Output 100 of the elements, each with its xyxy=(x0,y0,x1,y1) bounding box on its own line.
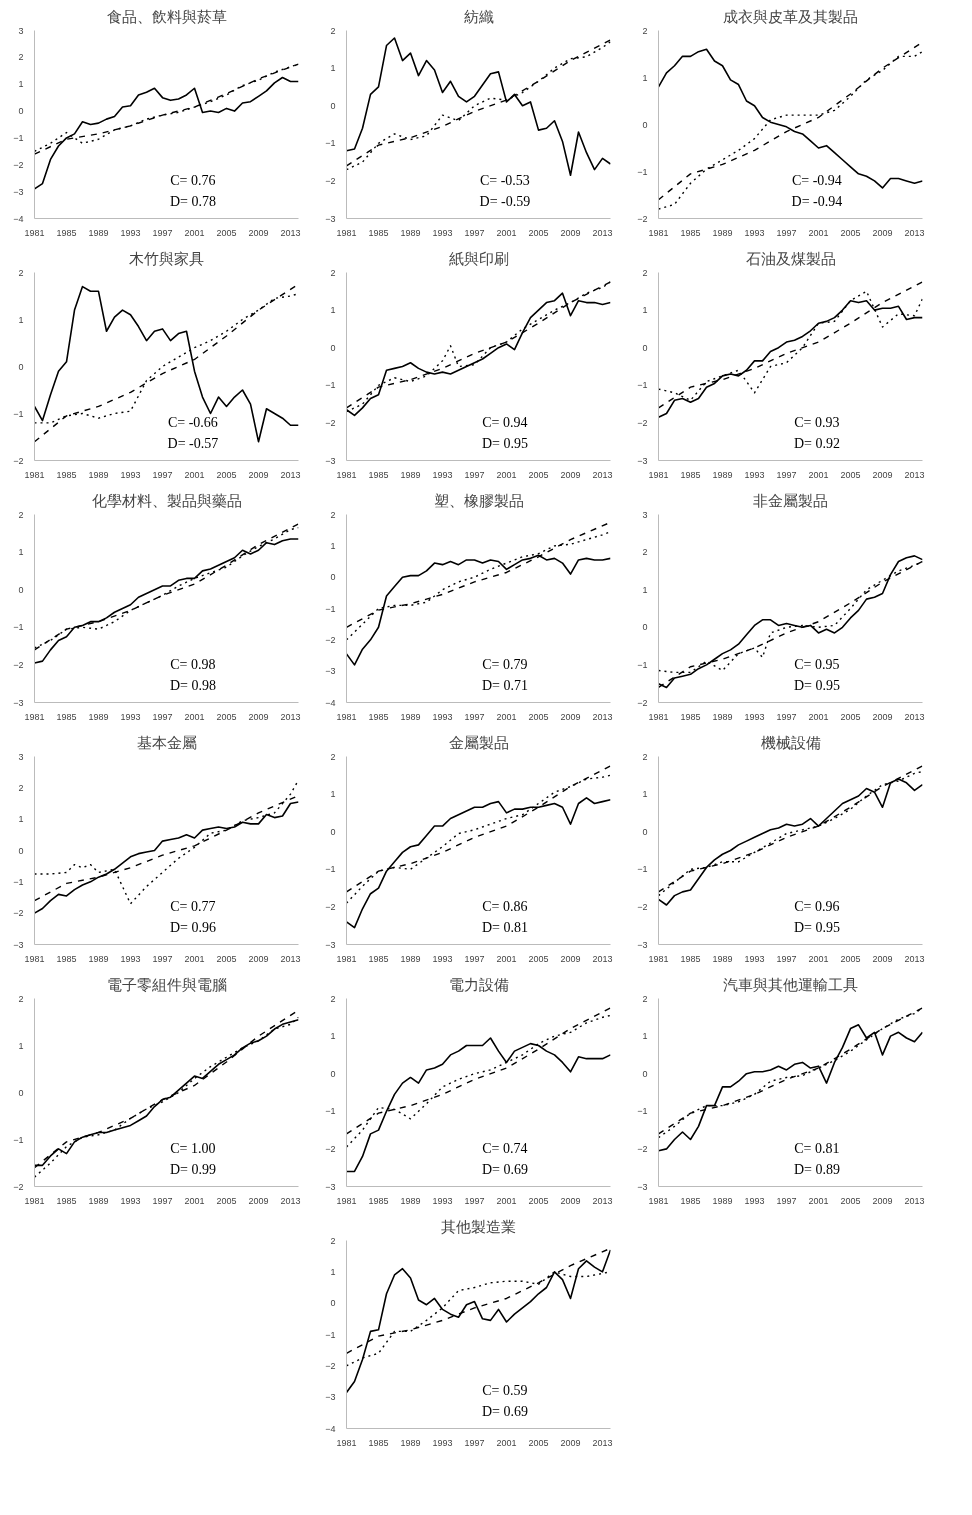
annotation: C= 1.00 xyxy=(170,1141,216,1157)
y-tick-label: −2 xyxy=(325,1360,336,1371)
annotation: C= 0.96 xyxy=(794,899,840,915)
y-tick-label: 0 xyxy=(642,826,648,837)
y-tick-label: 1 xyxy=(18,1040,24,1051)
x-tick-label: 1997 xyxy=(152,711,173,722)
annotation: D= 0.95 xyxy=(793,678,840,694)
y-tick-label: 0 xyxy=(18,106,24,117)
x-tick-label: 1997 xyxy=(464,1195,485,1206)
y-tick-label: −3 xyxy=(13,697,24,708)
y-tick-label: −1 xyxy=(325,603,336,614)
annotation: D= -0.94 xyxy=(791,194,843,210)
x-tick-label: 1997 xyxy=(776,469,797,480)
y-tick-label: 0 xyxy=(642,119,648,130)
annotation: C= -0.53 xyxy=(479,173,530,189)
x-tick-label: 1989 xyxy=(712,227,733,238)
x-tick-label: 1997 xyxy=(152,1195,173,1206)
x-tick-label: 1985 xyxy=(56,711,77,722)
x-tick-label: 1997 xyxy=(776,227,797,238)
x-tick-label: 2005 xyxy=(216,711,237,722)
x-tick-label: 1997 xyxy=(464,1437,485,1448)
y-tick-label: −3 xyxy=(13,939,24,950)
x-tick-label: 1989 xyxy=(88,711,109,722)
x-tick-label: 2009 xyxy=(872,711,893,722)
y-tick-label: 2 xyxy=(18,993,24,1004)
annotation: D= -0.59 xyxy=(479,194,531,210)
x-tick-label: 2005 xyxy=(840,711,861,722)
x-tick-label: 2009 xyxy=(560,469,581,480)
chart-title: 非金屬製品 xyxy=(753,491,828,510)
x-tick-label: 1993 xyxy=(120,953,141,964)
annotation: C= 0.59 xyxy=(482,1383,528,1399)
y-tick-label: −1 xyxy=(325,864,336,875)
y-tick-label: 0 xyxy=(642,622,648,633)
x-tick-label: 1997 xyxy=(776,953,797,964)
x-tick-label: 2005 xyxy=(528,469,549,480)
y-tick-label: 0 xyxy=(18,584,24,595)
x-tick-label: 2001 xyxy=(808,953,829,964)
x-tick-label: 2001 xyxy=(496,1437,517,1448)
chart-title: 汽車與其他運輸工具 xyxy=(723,975,858,994)
x-tick-label: 2013 xyxy=(592,469,613,480)
x-tick-label: 1997 xyxy=(464,469,485,480)
x-tick-label: 2001 xyxy=(184,711,205,722)
y-tick-label: −1 xyxy=(13,408,24,419)
y-tick-label: 1 xyxy=(330,540,336,551)
x-tick-label: 2005 xyxy=(528,1437,549,1448)
annotation: C= 0.86 xyxy=(482,899,528,915)
annotation: C= 0.76 xyxy=(170,173,216,189)
x-tick-label: 2013 xyxy=(904,711,925,722)
annotation: C= 0.77 xyxy=(170,899,216,915)
y-tick-label: 1 xyxy=(330,63,336,74)
x-tick-label: 1997 xyxy=(776,1195,797,1206)
annotation: D= 0.99 xyxy=(169,1162,216,1178)
y-tick-label: −2 xyxy=(325,175,336,186)
y-tick-label: 2 xyxy=(642,25,648,36)
x-tick-label: 2005 xyxy=(216,953,237,964)
x-tick-label: 1981 xyxy=(648,469,669,480)
x-tick-label: 2001 xyxy=(184,227,205,238)
y-tick-label: 2 xyxy=(18,782,24,793)
x-tick-label: 2013 xyxy=(904,469,925,480)
x-tick-label: 2005 xyxy=(840,227,861,238)
x-tick-label: 2013 xyxy=(592,1195,613,1206)
annotation: D= 0.95 xyxy=(793,920,840,936)
annotation: C= 0.79 xyxy=(482,657,528,673)
x-tick-label: 1989 xyxy=(88,469,109,480)
x-tick-label: 2009 xyxy=(248,953,269,964)
x-tick-label: 1989 xyxy=(712,469,733,480)
x-tick-label: 2013 xyxy=(592,227,613,238)
x-tick-label: 1989 xyxy=(712,1195,733,1206)
annotation: C= 0.81 xyxy=(794,1141,840,1157)
y-tick-label: −2 xyxy=(637,417,648,428)
x-tick-label: 2009 xyxy=(248,227,269,238)
x-tick-label: 1997 xyxy=(464,953,485,964)
x-tick-label: 1989 xyxy=(88,1195,109,1206)
x-tick-label: 2001 xyxy=(184,953,205,964)
x-tick-label: 1993 xyxy=(432,227,453,238)
x-tick-label: 1985 xyxy=(56,227,77,238)
x-tick-label: 1985 xyxy=(368,711,389,722)
y-tick-label: 0 xyxy=(18,361,24,372)
x-tick-label: 1981 xyxy=(24,1195,45,1206)
y-tick-label: −1 xyxy=(637,166,648,177)
y-tick-label: −2 xyxy=(13,455,24,466)
y-tick-label: 2 xyxy=(330,509,336,520)
x-tick-label: 1985 xyxy=(56,953,77,964)
x-tick-label: 2009 xyxy=(560,1195,581,1206)
annotation: D= 0.69 xyxy=(481,1162,528,1178)
y-tick-label: 0 xyxy=(642,1068,648,1079)
x-tick-label: 1981 xyxy=(336,953,357,964)
annotation: D= 0.92 xyxy=(793,436,840,452)
y-tick-label: 2 xyxy=(330,25,336,36)
x-tick-label: 2009 xyxy=(872,227,893,238)
y-tick-label: 1 xyxy=(642,305,648,316)
x-tick-label: 2001 xyxy=(808,711,829,722)
y-tick-label: 1 xyxy=(18,547,24,558)
x-tick-label: 1993 xyxy=(744,469,765,480)
x-tick-label: 2013 xyxy=(280,227,301,238)
x-tick-label: 2013 xyxy=(280,953,301,964)
annotation: C= 0.94 xyxy=(482,415,528,431)
x-tick-label: 2005 xyxy=(216,1195,237,1206)
chart-title: 食品、飲料與菸草 xyxy=(106,7,227,26)
annotation: C= -0.94 xyxy=(791,173,842,189)
